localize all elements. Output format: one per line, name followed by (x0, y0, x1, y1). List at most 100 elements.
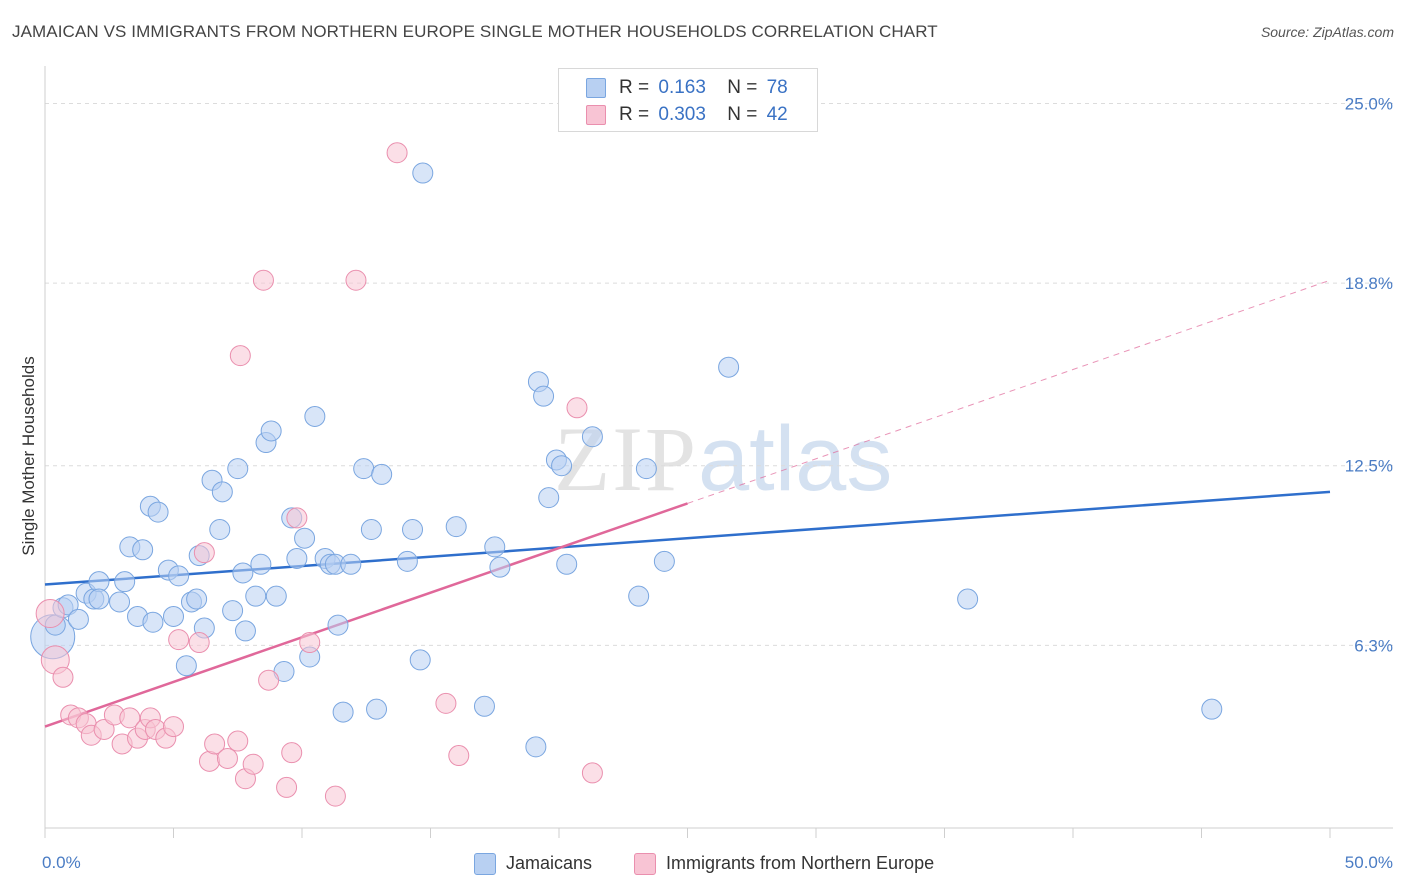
n-value: 78 (766, 77, 788, 98)
data-point (628, 585, 650, 607)
data-point (556, 553, 578, 575)
data-point (396, 550, 418, 572)
data-point (448, 745, 470, 767)
y-tick-label: 25.0% (1345, 94, 1393, 113)
data-point (88, 588, 110, 610)
data-point (119, 707, 141, 729)
data-point (222, 600, 244, 622)
data-point (345, 269, 367, 291)
data-point (175, 655, 197, 677)
data-point (635, 458, 657, 480)
r-value: 0.163 (658, 77, 706, 98)
data-point (581, 426, 603, 448)
data-point (957, 588, 979, 610)
data-point (360, 518, 382, 540)
data-point (294, 527, 316, 549)
data-point (245, 585, 267, 607)
chart-title: JAMAICAN VS IMMIGRANTS FROM NORTHERN EUR… (12, 22, 938, 41)
data-point (332, 701, 354, 723)
r-label: R = (619, 104, 650, 125)
data-point (234, 620, 256, 642)
n-label: N = (727, 104, 758, 125)
data-point (35, 599, 65, 629)
data-point (198, 750, 220, 772)
data-point (211, 481, 233, 503)
data-point (114, 571, 136, 593)
y-tick-label: 6.3% (1354, 636, 1393, 655)
data-point (489, 556, 511, 578)
data-point (265, 585, 287, 607)
tick-labels: 6.3% 12.5% 18.8% 25.0% 0.0% 50.0% (42, 94, 1393, 872)
data-point (551, 455, 573, 477)
data-point (299, 632, 321, 654)
watermark-zip: ZIP (554, 408, 698, 510)
jamaicans-swatch (586, 78, 606, 98)
y-tick-label: 12.5% (1345, 457, 1393, 476)
data-point (402, 518, 424, 540)
n-value: 42 (766, 104, 788, 125)
data-point (473, 695, 495, 717)
data-point (227, 458, 249, 480)
data-point (250, 553, 272, 575)
r-value: 0.303 (658, 104, 706, 125)
data-point (281, 742, 303, 764)
data-point (525, 736, 547, 758)
data-point (132, 539, 154, 561)
series-northern-europe (35, 142, 603, 807)
data-point (286, 507, 308, 529)
data-point (67, 608, 89, 630)
data-point (188, 632, 210, 654)
data-point (216, 747, 238, 769)
data-point (168, 565, 190, 587)
data-point (1201, 698, 1223, 720)
data-point (445, 516, 467, 538)
data-point (435, 692, 457, 714)
watermark-atlas: atlas (698, 408, 893, 510)
data-point (147, 501, 169, 523)
data-point (229, 345, 251, 367)
data-point (242, 753, 264, 775)
data-point (52, 666, 74, 688)
data-point (93, 718, 115, 740)
data-point (168, 629, 190, 651)
data-point (484, 536, 506, 558)
data-point (276, 776, 298, 798)
data-point (193, 542, 215, 564)
legend-label: Jamaicans (506, 853, 593, 873)
legend-swatch-northern-europe (634, 853, 656, 875)
data-point (260, 420, 282, 442)
data-point (258, 669, 280, 691)
data-point (142, 611, 164, 633)
legend-swatch-jamaicans (474, 853, 496, 875)
data-point (409, 649, 431, 671)
data-point (304, 405, 326, 427)
r-label: R = (619, 77, 650, 98)
data-point (327, 614, 349, 636)
data-point (371, 463, 393, 485)
data-point (386, 142, 408, 164)
trend-line-northern-europe-extension (687, 279, 1331, 504)
data-point (324, 785, 346, 807)
data-point (232, 562, 254, 584)
source-label: Source: ZipAtlas.com (1260, 24, 1394, 40)
data-point (653, 550, 675, 572)
data-point (718, 356, 740, 378)
northern-europe-swatch (586, 105, 606, 125)
data-point (163, 605, 184, 627)
n-label: N = (727, 77, 758, 98)
data-point (227, 730, 249, 752)
stats-legend-box: R = 0.163 N = 78 R = 0.303 N = 42 (558, 68, 818, 132)
watermark: ZIPatlas (554, 406, 892, 512)
data-point (581, 762, 603, 784)
data-point (366, 698, 388, 720)
data-point (538, 487, 560, 509)
y-tick-label: 18.8% (1345, 274, 1393, 293)
axes (44, 66, 1393, 838)
data-point (109, 591, 131, 613)
trend-line-northern-europe (44, 502, 688, 728)
data-point (186, 588, 208, 610)
data-point (566, 397, 588, 419)
data-point (286, 547, 308, 569)
data-points (30, 142, 1223, 807)
